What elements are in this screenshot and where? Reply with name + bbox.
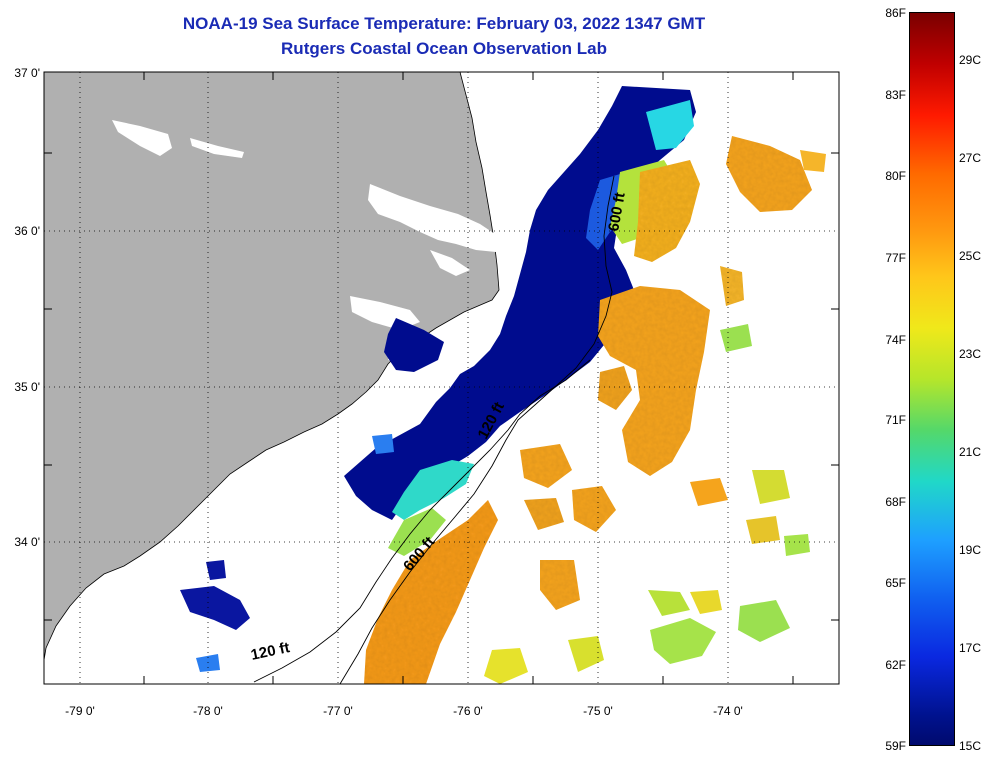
map-subtitle: Rutgers Coastal Ocean Observation Lab <box>281 39 607 58</box>
lon-label-78: -78 0' <box>193 704 223 718</box>
lon-label-77: -77 0' <box>323 704 353 718</box>
colorbar-c-17: 17C <box>959 641 982 655</box>
contour-label-600ft-north: 600 ft <box>605 191 629 233</box>
colorbar-f-83: 83F <box>885 88 906 102</box>
colorbar-c-19: 19C <box>959 543 982 557</box>
graticule <box>44 72 839 684</box>
colorbar-c-29: 29C <box>959 53 982 67</box>
colorbar-c-15: 15C <box>959 739 982 753</box>
axis-ticks <box>44 72 839 684</box>
colorbar-c-21: 21C <box>959 445 982 459</box>
colorbar-f-77: 77F <box>885 251 906 265</box>
map-title: NOAA-19 Sea Surface Temperature: Februar… <box>182 14 706 33</box>
lon-label-79: -79 0' <box>65 704 95 718</box>
colorbar-c-27: 27C <box>959 151 982 165</box>
warm-water-gulf-stream <box>364 136 812 684</box>
lat-label-37: 37 0' <box>14 66 40 80</box>
colorbar-f-80: 80F <box>885 169 906 183</box>
colorbar-f-68: 68F <box>885 495 906 509</box>
cold-water-south <box>180 586 250 630</box>
lon-label-75: -75 0' <box>583 704 613 718</box>
colorbar-c-25: 25C <box>959 249 982 263</box>
cold-water-sound <box>384 318 444 372</box>
colorbar-f-65: 65F <box>885 576 906 590</box>
land-mass <box>44 72 500 661</box>
lat-label-35: 35 0' <box>14 380 40 394</box>
lat-label-36: 36 0' <box>14 224 40 238</box>
colorbar-f-59: 59F <box>885 739 906 753</box>
colorbar-f-74: 74F <box>885 333 906 347</box>
temperature-colorbar <box>909 12 955 746</box>
contour-600ft <box>339 175 615 684</box>
warm-water-patches <box>196 150 826 684</box>
colorbar-f-71: 71F <box>885 413 906 427</box>
lon-label-74: -74 0' <box>713 704 743 718</box>
lon-label-76: -76 0' <box>453 704 483 718</box>
colorbar-f-86: 86F <box>885 6 906 20</box>
colorbar-f-62: 62F <box>885 658 906 672</box>
map-border <box>43 71 840 685</box>
cyan-water-band <box>646 100 694 150</box>
contour-120ft <box>253 359 591 683</box>
colorbar-c-23: 23C <box>959 347 982 361</box>
cyan-water-band-south <box>392 460 474 520</box>
cold-water-patch <box>206 560 226 580</box>
lat-label-34: 34 0' <box>14 535 40 549</box>
